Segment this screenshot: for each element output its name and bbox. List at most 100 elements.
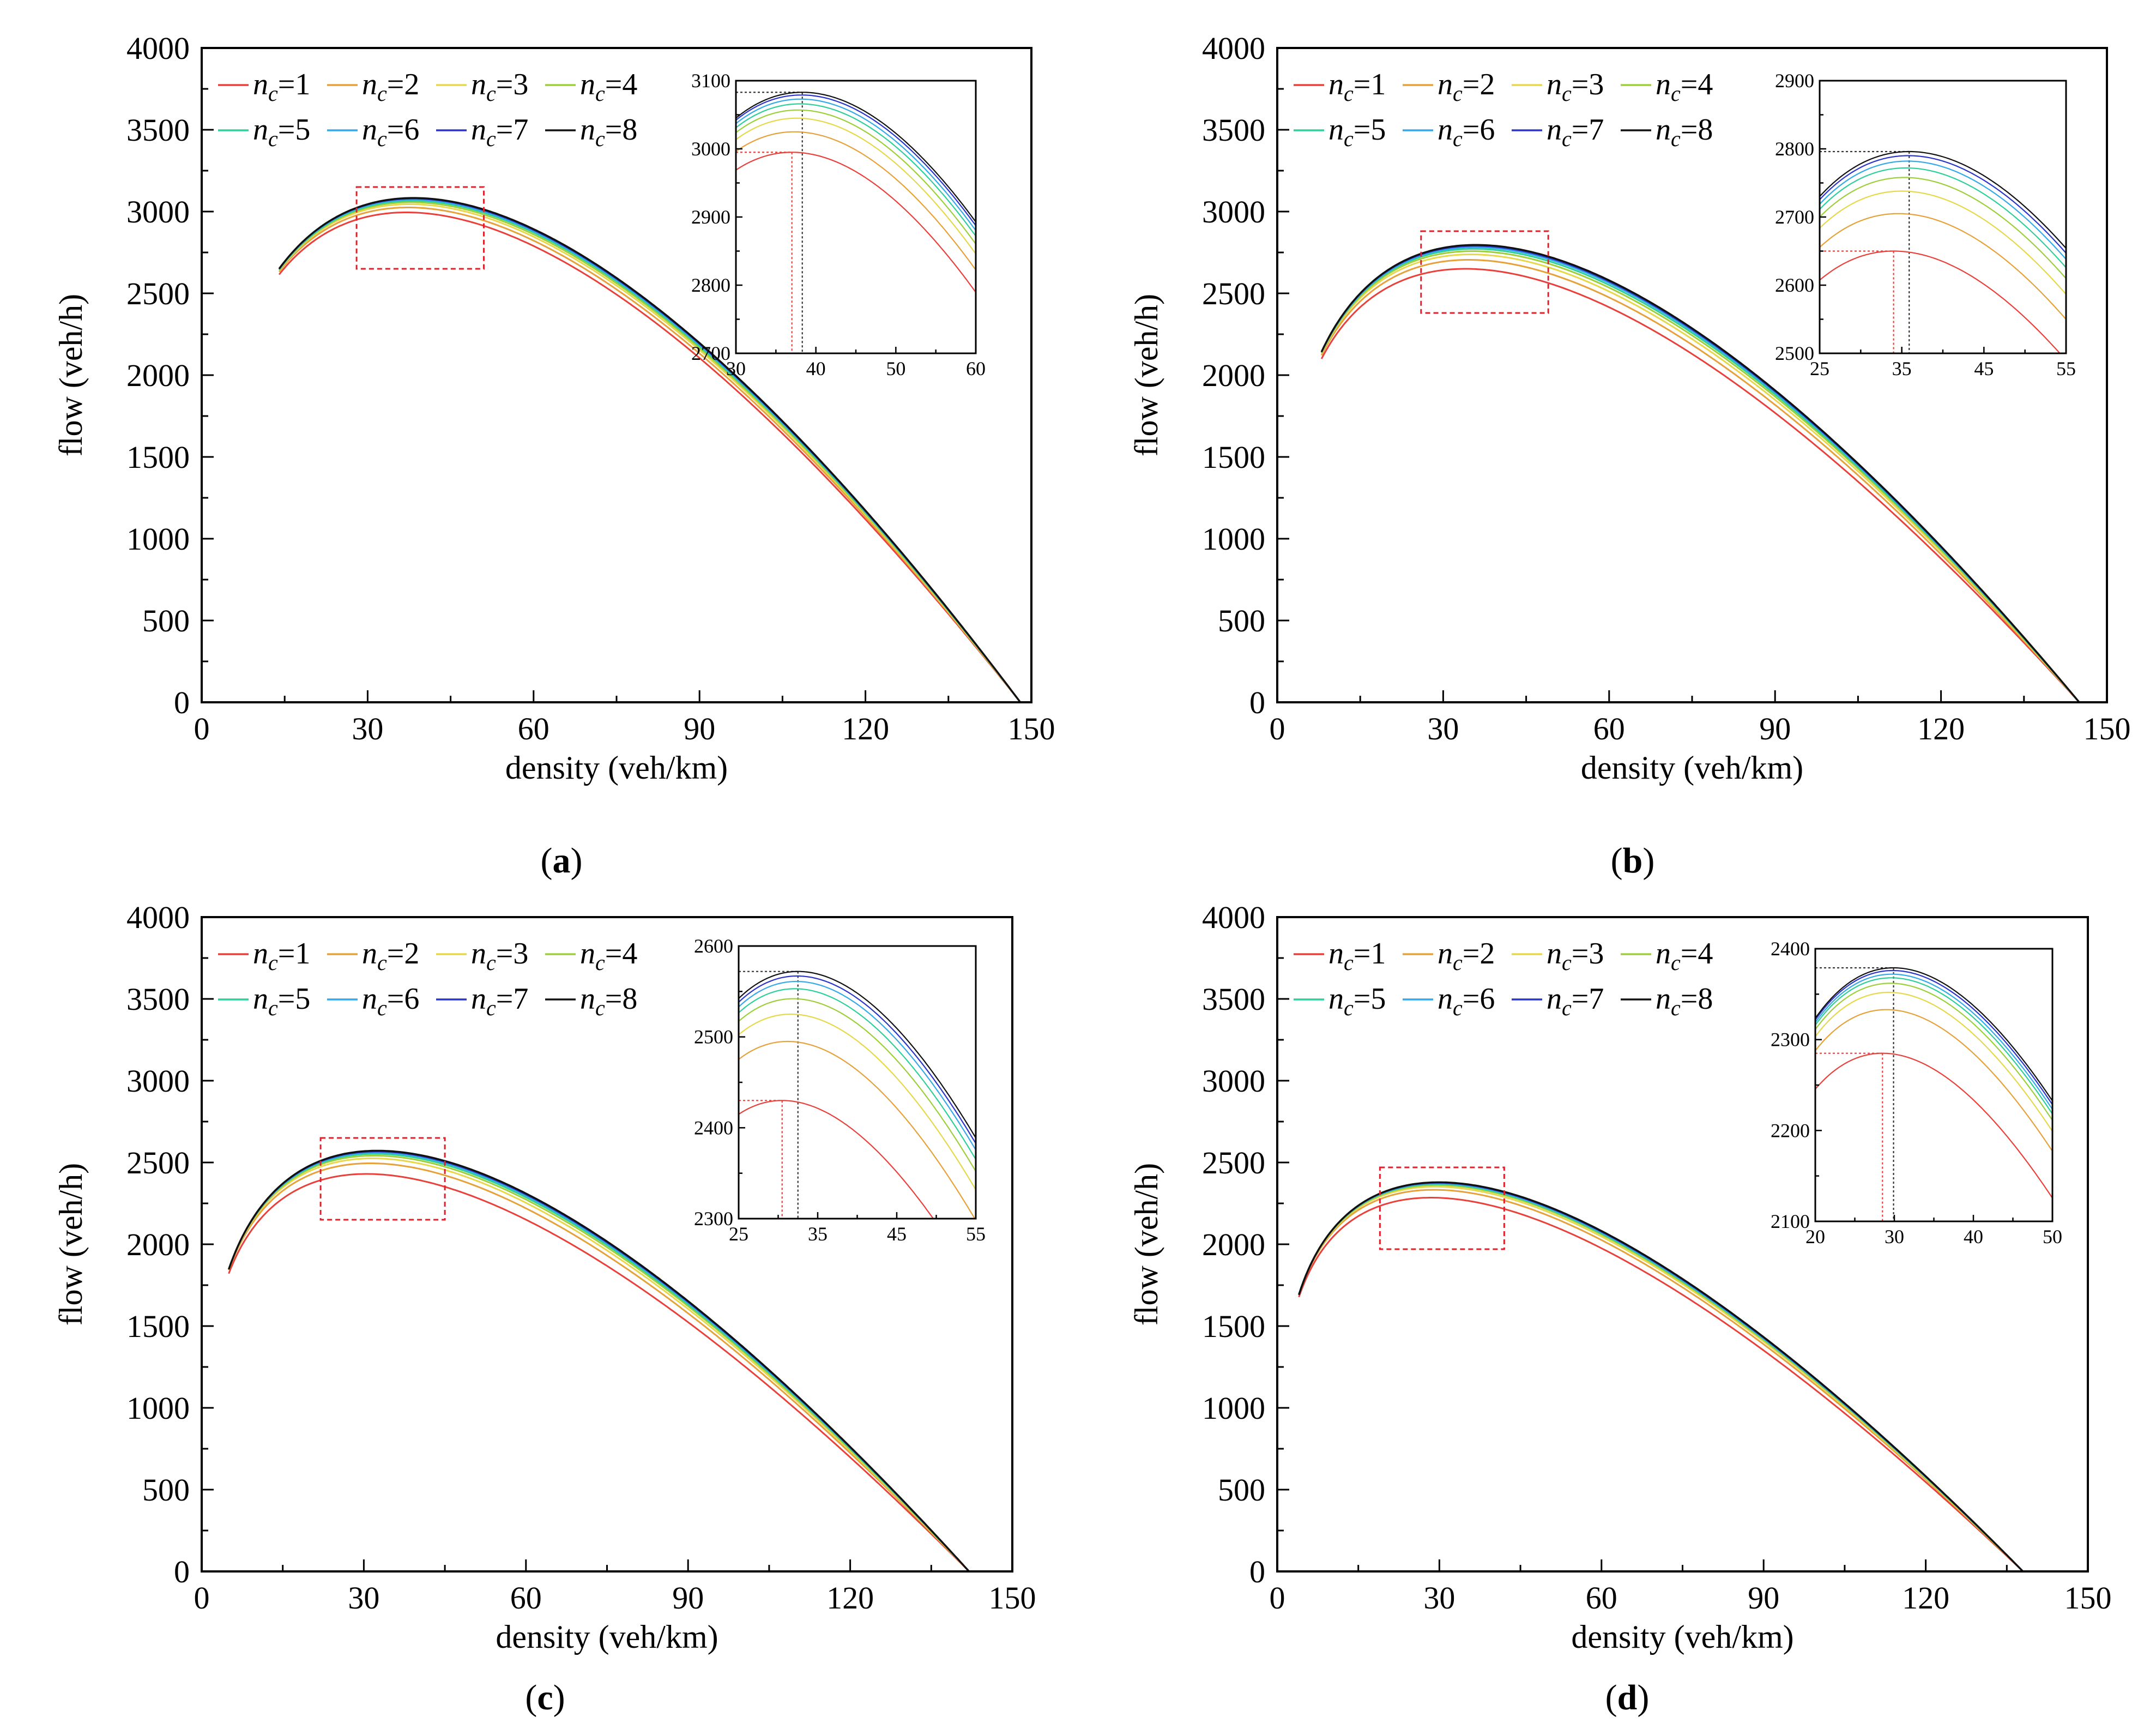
inset-x-tick-label: 50 [886, 358, 905, 379]
series-line-nc8 [227, 1149, 970, 1571]
y-tick-label: 1500 [1202, 1309, 1265, 1344]
series-line-nc4 [1298, 1184, 2024, 1571]
x-tick-label: 0 [194, 1580, 210, 1616]
y-tick-label: 2000 [1202, 1227, 1265, 1262]
inset-chart: 25 35 45 55 2500 2600 2700 2800 2900 [1775, 70, 2076, 379]
y-tick-label: 2000 [126, 1227, 190, 1262]
legend-entry: nc=6 [1438, 113, 1495, 151]
inset-x-tick-label: 45 [1974, 358, 1994, 379]
y-tick-label: 0 [1249, 685, 1265, 720]
series-group [1298, 1181, 2024, 1571]
legend-entry: nc=1 [1328, 68, 1386, 106]
x-tick-label: 0 [194, 711, 210, 746]
y-tick-label: 2500 [1202, 276, 1265, 311]
legend-entry: nc=7 [1547, 113, 1604, 151]
inset-y-tick-label: 2600 [694, 935, 733, 957]
chart-panel-a: 0 30 60 90 120 150050010001500200025003000350… [53, 31, 1055, 881]
x-tick-label: 150 [2083, 711, 2131, 746]
inset-series-line-nc3 [1815, 991, 2052, 1132]
y-tick-label: 4000 [1202, 31, 1265, 66]
series-line-nc2 [1320, 259, 2080, 702]
series-line-nc6 [1298, 1182, 2024, 1571]
y-axis-label: flow (veh/h) [1128, 294, 1164, 456]
x-axis-label: density (veh/km) [1581, 750, 1803, 786]
inset-series-line-nc5 [1820, 167, 2066, 269]
series-line-nc1 [1320, 268, 2080, 702]
inset-chart: 25 35 45 55 2300 2400 2500 2600 [694, 935, 986, 1245]
inset-x-tick-label: 50 [2043, 1226, 2062, 1248]
legend-entry: nc=5 [1328, 113, 1386, 151]
inset-series-line-nc3 [1820, 190, 2066, 296]
inset-y-tick-label: 2600 [1775, 274, 1814, 296]
series-line-nc1 [1298, 1197, 2024, 1571]
legend-entry: nc=7 [471, 982, 528, 1020]
x-tick-label: 30 [1423, 1580, 1455, 1616]
series-group [227, 1149, 970, 1571]
x-tick-label: 90 [1748, 1580, 1779, 1616]
y-tick-label: 500 [1218, 1472, 1265, 1508]
x-tick-label: 90 [672, 1580, 704, 1616]
inset-series-line-nc5 [736, 103, 976, 237]
legend-entry: nc=8 [1656, 113, 1713, 151]
x-tick-label: 60 [1593, 711, 1625, 746]
legend-entry: nc=5 [1328, 982, 1386, 1020]
inset-series-line-nc6 [1820, 160, 2066, 261]
inset-y-tick-label: 2200 [1771, 1119, 1810, 1141]
y-tick-label: 3500 [126, 112, 190, 148]
legend: nc=1 nc=2 nc=3 nc=4 nc=5 nc=6 nc=7 nc=8 [218, 937, 637, 1020]
inset-series-line-nc2 [736, 131, 976, 271]
y-tick-label: 1500 [126, 439, 190, 475]
series-line-nc1 [278, 212, 1021, 702]
x-tick-label: 30 [1427, 711, 1459, 746]
legend-entry: nc=1 [253, 68, 310, 106]
x-axis-label: density (veh/km) [505, 750, 728, 786]
legend-entry: nc=6 [362, 982, 419, 1020]
x-tick-label: 0 [1270, 711, 1285, 746]
legend-entry: nc=2 [362, 937, 419, 975]
legend-entry: nc=4 [1656, 68, 1713, 106]
inset-series-line-nc2 [739, 1040, 976, 1219]
x-tick-label: 90 [1759, 711, 1791, 746]
y-tick-label: 0 [1249, 1554, 1265, 1589]
panel-label: (d) [1605, 1678, 1650, 1718]
inset-y-tick-label: 2800 [691, 274, 730, 296]
inset-series-line-nc5 [1815, 977, 2052, 1115]
x-tick-label: 120 [826, 1580, 874, 1616]
y-tick-label: 3000 [1202, 1063, 1265, 1099]
inset-y-tick-label: 2700 [691, 342, 730, 364]
y-tick-label: 2500 [126, 1145, 190, 1180]
inset-x-tick-label: 25 [729, 1223, 748, 1245]
x-tick-label: 120 [1902, 1580, 1949, 1616]
chart-panel-b: 0 30 60 90 120 150050010001500200025003000350… [1128, 31, 2131, 881]
series-line-nc2 [1298, 1189, 2024, 1571]
y-tick-label: 3000 [126, 1063, 190, 1099]
inset-y-tick-label: 2900 [691, 206, 730, 228]
legend-entry: nc=3 [471, 68, 528, 106]
y-tick-label: 0 [174, 685, 190, 720]
y-tick-label: 3500 [1202, 112, 1265, 148]
inset-series-line-nc6 [739, 980, 976, 1151]
inset-x-tick-label: 55 [966, 1223, 986, 1245]
inset-series-line-nc3 [739, 1013, 976, 1191]
inset-x-tick-label: 60 [966, 358, 986, 379]
legend-entry: nc=2 [1438, 68, 1495, 106]
inset-series-line-nc1 [1815, 1052, 2052, 1200]
inset-x-tick-label: 25 [1810, 358, 1829, 379]
inset-series-line-nc7 [1820, 155, 2066, 254]
inset-series-line-nc8 [739, 971, 976, 1139]
inset-x-tick-label: 40 [806, 358, 826, 379]
legend-entry: nc=1 [253, 937, 310, 975]
series-line-nc5 [1298, 1183, 2024, 1571]
series-line-nc3 [228, 1158, 970, 1571]
x-tick-label: 120 [1917, 711, 1965, 746]
legend-entry: nc=3 [1547, 937, 1604, 975]
zoom-box [319, 1137, 446, 1221]
y-axis-label: flow (veh/h) [53, 294, 89, 456]
inset-series-line-nc8 [1820, 150, 2066, 250]
inset-y-tick-label: 2700 [1775, 206, 1814, 228]
y-tick-label: 3500 [1202, 981, 1265, 1017]
inset-x-tick-label: 35 [1892, 358, 1912, 379]
y-tick-label: 4000 [126, 900, 190, 935]
inset-series-line-nc4 [1820, 177, 2066, 280]
